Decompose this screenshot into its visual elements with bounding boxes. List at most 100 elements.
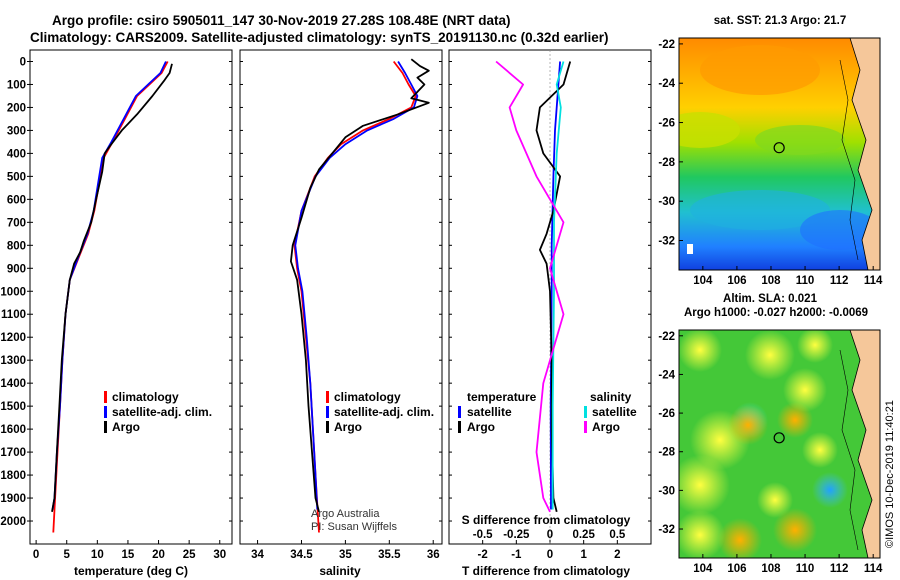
lon-tick-label: 112: [830, 275, 849, 287]
x-tick-label: -1: [511, 549, 522, 561]
salinity-plot: 34 34.5 35 35.5 36: [240, 58, 442, 561]
lat-tick-label: -32: [658, 236, 675, 248]
depth-tick-label: 1600: [0, 424, 26, 436]
legend-swatch-s-satellite: [584, 406, 587, 418]
legend-label-satellite: satellite-adj. clim.: [112, 405, 212, 419]
lat-tick-label: -30: [658, 196, 675, 208]
depth-tick-label: 2000: [0, 516, 26, 528]
depth-tick-label: 1700: [0, 447, 26, 459]
depth-tick-label: 1200: [0, 332, 26, 344]
annotation-pi: PI: Susan Wijffels: [311, 521, 397, 533]
header-line1: Argo profile: csiro 5905011_147 30-Nov-2…: [52, 13, 510, 28]
depth-tick-label: 900: [7, 263, 26, 275]
depth-tick-label: 200: [7, 102, 26, 114]
x-tick-label: 34.5: [290, 549, 313, 561]
depth-tick-label: 1800: [0, 470, 26, 482]
x-tick-label: 20: [152, 549, 165, 561]
annotation-argo-australia: Argo Australia: [311, 508, 380, 520]
legend-swatch-satellite: [326, 406, 329, 418]
x-tick-label: -2: [478, 549, 488, 561]
depth-tick-label: 1900: [0, 493, 26, 505]
salinity-panel: [239, 49, 443, 545]
difference-plot: -2 -1 0 1 2-0.5 -0.25 0 0.25 0.5: [449, 50, 651, 561]
lon-tick-label: 104: [693, 563, 713, 575]
sla-map-frame: [678, 329, 881, 559]
sst-map-title: sat. SST: 21.3 Argo: 21.7: [714, 15, 847, 27]
legend-swatch-argo: [326, 421, 329, 433]
temperature-panel: [29, 49, 233, 545]
lon-tick-label: 110: [796, 275, 815, 287]
lat-tick-label: -26: [658, 118, 675, 130]
lat-tick-label: -22: [658, 39, 675, 51]
legend-swatch-argo: [104, 421, 107, 433]
coastline: [849, 330, 873, 558]
lat-tick-label: -30: [658, 485, 675, 497]
sla-map: 104 106 108 110 112 114 -22 -24 -26 -28 -30 -32: [658, 329, 883, 575]
salinity-xlabel: salinity: [319, 564, 361, 578]
legend-title-temperature: temperature: [467, 390, 537, 404]
depth-tick-label: 1300: [0, 355, 26, 367]
x-tick-label: 0: [547, 549, 553, 561]
depth-tick-label: 1500: [0, 401, 26, 413]
legend-swatch-t-satellite: [458, 406, 461, 418]
depth-tick-label: 400: [7, 148, 26, 160]
legend-title-salinity: salinity: [590, 390, 632, 404]
lon-tick-label: 112: [830, 563, 849, 575]
depth-tick-label: 100: [7, 79, 26, 91]
land-mask-patch: [687, 244, 693, 254]
x2-tick-label: -0.5: [473, 529, 493, 541]
depth-tick-label: 1100: [1, 309, 26, 321]
header-line2: Climatology: CARS2009. Satellite-adjuste…: [30, 30, 608, 45]
lat-tick-label: -24: [658, 78, 675, 90]
lon-tick-label: 104: [693, 275, 713, 287]
lon-tick-label: 114: [864, 275, 883, 287]
coastline: [849, 38, 873, 270]
lon-tick-label: 106: [727, 275, 746, 287]
argo-location-marker: [773, 432, 785, 444]
depth-tick-label: 0: [20, 56, 26, 68]
depth-tick-label: 700: [7, 217, 26, 229]
legend-label-satellite: satellite-adj. clim.: [334, 405, 434, 419]
series-line-argo: [51, 63, 173, 512]
difference-xlabel: T difference from climatology: [462, 564, 630, 578]
lon-tick-label: 106: [727, 563, 746, 575]
x2-tick-label: -0.25: [503, 529, 530, 541]
sla-map-title2: Argo h1000: -0.027 h2000: -0.0069: [684, 307, 868, 319]
depth-tick-label: 600: [7, 194, 26, 206]
sla-map-axes: 104 106 108 110 112 114 -22 -24 -26 -28 -30 -32: [658, 331, 883, 575]
lat-tick-label: -32: [658, 524, 675, 536]
legend-swatch-s-argo: [584, 421, 587, 433]
legend-swatch-climatology: [326, 391, 329, 403]
legend-label-argo: Argo: [112, 420, 140, 434]
lon-tick-label: 108: [761, 563, 781, 575]
x-tick-label: 10: [91, 549, 104, 561]
x-tick-label: 35.5: [378, 549, 401, 561]
depth-tick-label: 1400: [0, 378, 26, 390]
imos-credit: ©IMOS 10-Dec-2019 11:40:21: [884, 400, 896, 548]
depth-tick-label: 1000: [0, 286, 26, 298]
x2-tick-label: 0.25: [572, 529, 595, 541]
x-tick-label: 35: [339, 549, 352, 561]
lon-tick-label: 110: [796, 563, 815, 575]
legend-swatch-t-argo: [458, 421, 461, 433]
series-line-temperature-argo: [535, 61, 572, 513]
lon-tick-label: 108: [761, 275, 781, 287]
x2-tick-label: 0.5: [609, 529, 626, 541]
temperature-xlabel: temperature (deg C): [74, 564, 188, 578]
legend-label-climatology: climatology: [334, 390, 401, 404]
legend-label-t-argo: Argo: [467, 420, 495, 434]
x-tick-label: 25: [183, 549, 196, 561]
legend-label-argo: Argo: [334, 420, 362, 434]
legend-swatch-climatology: [104, 391, 107, 403]
lon-tick-label: 114: [864, 563, 883, 575]
sst-map-frame: [678, 37, 881, 271]
sla-map-title1: Altim. SLA: 0.021: [723, 293, 818, 305]
legend-label-s-argo: Argo: [592, 420, 620, 434]
temperature-legend: climatology satellite-adj. clim. Argo: [104, 390, 212, 434]
series-line-satellite-adj-clim-: [294, 61, 419, 510]
lat-tick-label: -28: [658, 157, 675, 169]
coastline-land: [850, 330, 880, 558]
series-line-salinity-satellite: [551, 61, 565, 510]
series-line-argo: [289, 58, 430, 513]
